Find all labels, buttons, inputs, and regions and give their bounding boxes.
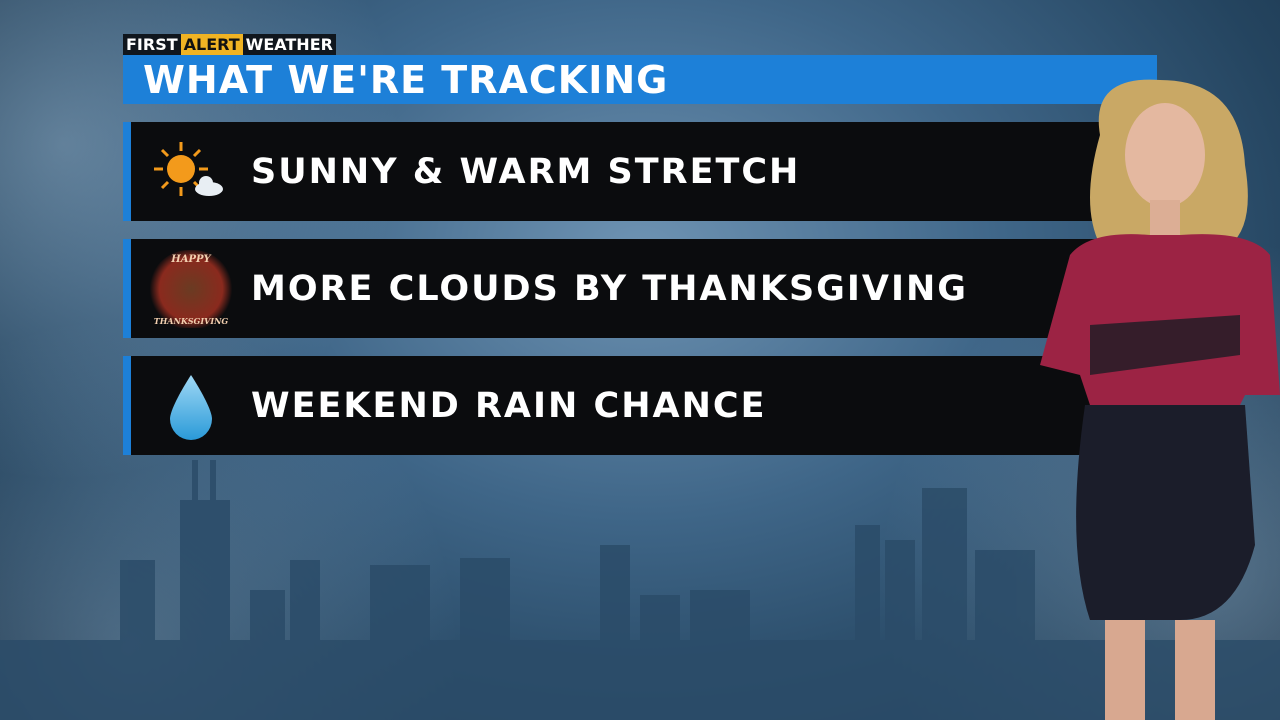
sun-cloud-icon — [131, 122, 251, 221]
logo-alert: ALERT — [180, 34, 243, 55]
raindrop-icon — [131, 356, 251, 455]
presenter — [1040, 79, 1280, 720]
city-skyline — [0, 460, 1280, 720]
page-title: WHAT WE'RE TRACKING — [123, 55, 1157, 104]
tracking-item-label: SUNNY & WARM STRETCH — [251, 151, 801, 192]
tracking-item-rain: WEEKEND RAIN CHANCE — [123, 356, 1123, 455]
logo-first: FIRST — [126, 35, 178, 54]
tracking-item-thanksgiving: HAPPY THANKSGIVING MORE CLOUDS BY THANKS… — [123, 239, 1123, 338]
tracking-item-sunny: SUNNY & WARM STRETCH — [123, 122, 1123, 221]
tracking-item-label: MORE CLOUDS BY THANKSGIVING — [251, 268, 969, 309]
tracking-item-label: WEEKEND RAIN CHANCE — [251, 385, 767, 426]
logo-weather: WEATHER — [245, 35, 333, 54]
first-alert-weather-logo: FIRST ALERT WEATHER — [123, 34, 336, 55]
happy-text: HAPPY — [171, 253, 211, 265]
thanksgiving-text: THANKSGIVING — [153, 315, 229, 326]
thanksgiving-turkey-icon: HAPPY THANKSGIVING — [131, 239, 251, 338]
